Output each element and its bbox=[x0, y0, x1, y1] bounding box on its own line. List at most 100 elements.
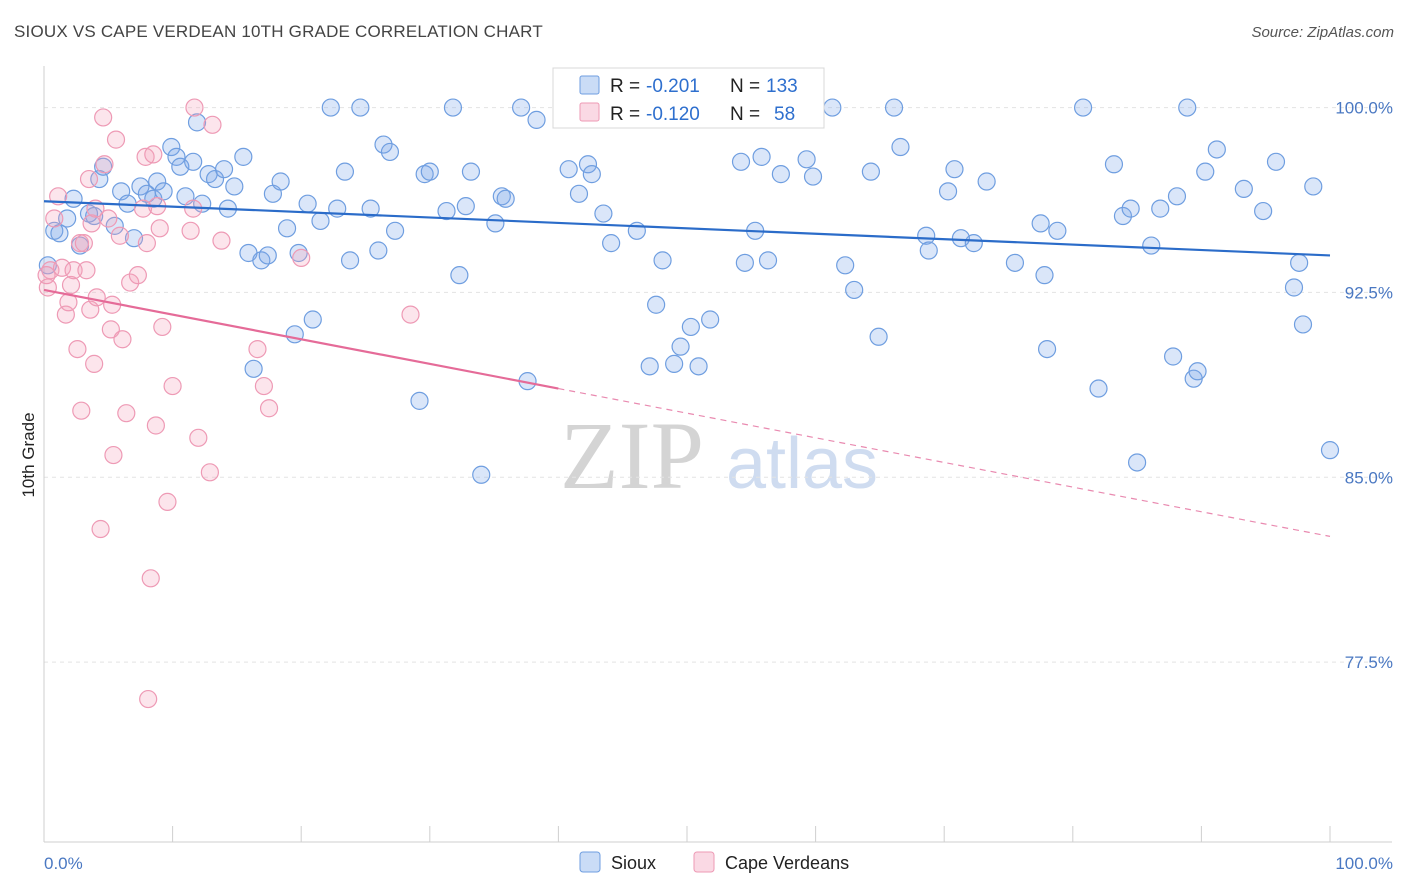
cape-verdean-point bbox=[70, 234, 90, 253]
sioux-point bbox=[964, 234, 983, 253]
sioux-point bbox=[277, 219, 297, 238]
cape-verdean-point bbox=[254, 376, 274, 396]
sioux-point bbox=[735, 253, 754, 272]
sioux-point bbox=[512, 98, 531, 117]
sioux-point bbox=[938, 182, 958, 201]
sioux-point bbox=[1167, 187, 1187, 206]
sioux-point bbox=[1104, 155, 1124, 174]
sioux-point bbox=[731, 152, 751, 171]
cape-verdean-point bbox=[158, 492, 177, 511]
stats-legend: R = -0.201 N = 133 R = -0.120 N = 58 bbox=[552, 67, 825, 129]
sioux-point bbox=[184, 152, 203, 171]
cape-verdean-point bbox=[79, 169, 99, 189]
sioux-point bbox=[1196, 162, 1215, 181]
series-legend-label-cape-verdeans: Cape Verdeans bbox=[725, 853, 849, 873]
cape-verdean-point bbox=[52, 258, 72, 277]
sioux-point bbox=[647, 295, 666, 314]
sioux-point bbox=[559, 160, 578, 179]
legend-r-value-sioux: -0.201 bbox=[646, 76, 700, 97]
sioux-point bbox=[602, 234, 621, 253]
sioux-point bbox=[321, 98, 340, 117]
sioux-point bbox=[225, 177, 244, 196]
cape-verdean-point bbox=[68, 339, 87, 359]
sioux-point bbox=[385, 221, 405, 240]
sioux-point bbox=[1188, 362, 1207, 381]
cape-verdean-point bbox=[101, 320, 120, 339]
sioux-point bbox=[1048, 221, 1067, 240]
sioux-point bbox=[361, 199, 380, 218]
sioux-point bbox=[1151, 199, 1170, 218]
cape-verdean-point bbox=[139, 689, 158, 709]
sioux-point bbox=[1073, 98, 1093, 117]
cape-verdean-point bbox=[121, 273, 140, 292]
legend-n-value-cape-verdeans: 58 bbox=[774, 104, 795, 125]
legend-r-label-cape-verdeans: R = bbox=[610, 104, 640, 125]
sioux-point bbox=[1089, 379, 1108, 398]
sioux-point bbox=[582, 165, 601, 184]
sioux-point bbox=[1037, 339, 1057, 359]
sioux-point bbox=[340, 251, 360, 270]
legend-swatch-cape-verdeans bbox=[579, 102, 600, 122]
sioux-point bbox=[797, 150, 816, 169]
sioux-point bbox=[167, 147, 186, 166]
sioux-point bbox=[665, 354, 684, 373]
sioux-point bbox=[578, 155, 598, 174]
sioux-point bbox=[298, 194, 317, 213]
sioux-point bbox=[1304, 177, 1323, 196]
sioux-point bbox=[374, 135, 393, 154]
cape-verdean-point bbox=[144, 145, 163, 164]
sioux-point bbox=[1284, 278, 1304, 297]
sioux-point bbox=[594, 204, 613, 223]
sioux-point bbox=[689, 357, 708, 376]
sioux-point bbox=[1113, 206, 1133, 226]
sioux-point bbox=[1290, 253, 1309, 272]
sioux-point bbox=[38, 256, 57, 275]
sioux-point bbox=[1031, 214, 1050, 233]
sioux-point bbox=[351, 98, 370, 117]
sioux-point bbox=[85, 206, 104, 226]
sioux-point bbox=[289, 243, 308, 263]
sioux-point bbox=[148, 172, 167, 191]
cape-verdean-point bbox=[248, 339, 267, 359]
legend-n-label-sioux: N = bbox=[730, 76, 760, 97]
sioux-point bbox=[496, 189, 515, 208]
sioux-point bbox=[162, 137, 181, 157]
sioux-point bbox=[369, 241, 388, 260]
sioux-point bbox=[752, 147, 771, 166]
cape-verdean-trend-line bbox=[43, 288, 559, 390]
sioux-point bbox=[945, 160, 964, 179]
cape-verdean-point bbox=[117, 404, 136, 423]
cape-verdean-point bbox=[181, 221, 200, 240]
cape-verdean-point bbox=[61, 275, 81, 295]
sioux-point bbox=[1127, 453, 1147, 472]
sioux-point bbox=[569, 184, 589, 203]
sioux-point bbox=[437, 201, 456, 221]
sioux-point bbox=[771, 165, 790, 184]
sioux-point bbox=[486, 214, 505, 233]
cape-verdean-point bbox=[74, 234, 93, 253]
sioux-point bbox=[420, 162, 439, 181]
sioux-point bbox=[1178, 98, 1197, 117]
sioux-point bbox=[1035, 266, 1054, 285]
cape-verdean-point bbox=[212, 231, 231, 250]
sioux-point bbox=[1164, 347, 1183, 366]
sioux-point bbox=[869, 327, 888, 346]
cape-verdean-point bbox=[203, 115, 222, 134]
cape-verdean-point bbox=[259, 399, 279, 418]
cape-verdean-point bbox=[72, 401, 91, 420]
sioux-point bbox=[1142, 236, 1161, 255]
sioux-point bbox=[527, 110, 546, 129]
sioux-point bbox=[450, 266, 469, 285]
sioux-point bbox=[234, 147, 253, 166]
cape-verdean-point bbox=[185, 98, 204, 117]
x-tick-label: 0.0% bbox=[44, 854, 83, 873]
sioux-trend-line bbox=[43, 200, 1331, 257]
series-legend-swatch-sioux bbox=[579, 851, 601, 873]
sioux-point bbox=[258, 246, 277, 265]
cape-verdean-point bbox=[37, 266, 56, 285]
cape-verdean-point bbox=[153, 317, 172, 337]
sioux-point bbox=[443, 98, 463, 117]
cape-verdean-point bbox=[110, 226, 129, 245]
y-tick-label: 85.0% bbox=[1345, 468, 1393, 487]
cape-verdean-point bbox=[91, 519, 110, 539]
